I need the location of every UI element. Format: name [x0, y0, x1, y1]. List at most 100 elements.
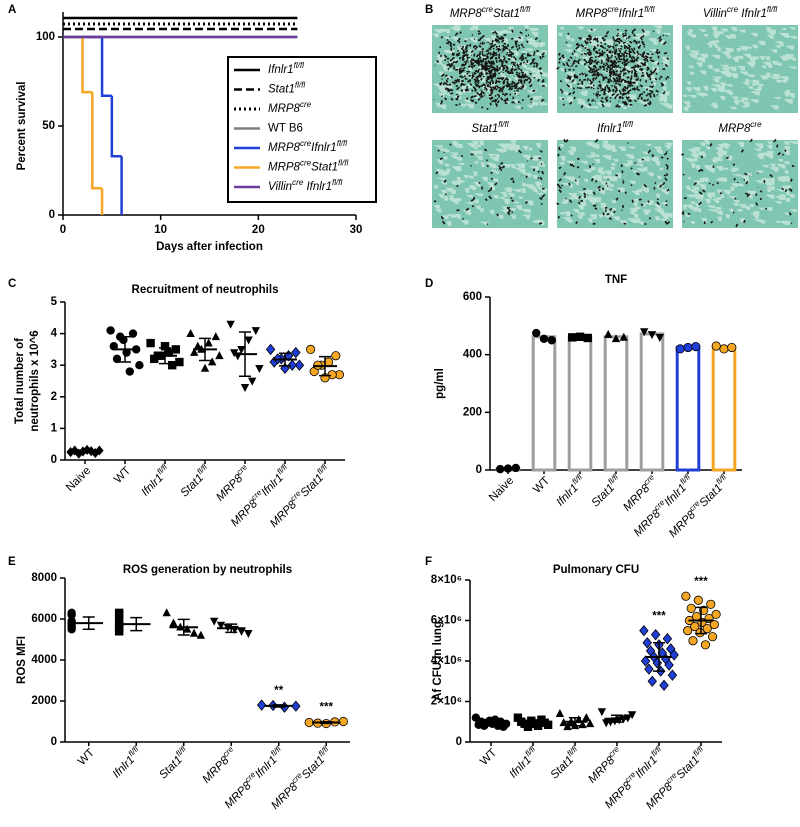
data-point [683, 626, 693, 636]
y-tick-label: 400 [463, 349, 482, 361]
chart-title: TNF [605, 274, 627, 286]
panel-letter: E [8, 556, 16, 568]
x-tick-label-part: Ifnlr1 [633, 754, 660, 781]
micrograph-label-part: Ifnlr1 [619, 8, 645, 20]
data-point [532, 328, 541, 338]
micrograph-label-sup: fl/fl [623, 120, 633, 129]
data-point [114, 627, 124, 636]
x-tick-label: WT [531, 475, 552, 496]
x-tick-label: MRP8cre [212, 462, 254, 504]
legend-label-sup: fl/fl [295, 80, 305, 89]
x-tick-label-part: MRP8 [586, 754, 618, 786]
x-tick-label: Ifnlr1fl/fl [552, 472, 588, 508]
micrograph-label-part: MRP8 [718, 123, 751, 135]
data-point [287, 359, 297, 371]
y-tick-label: 600 [463, 291, 482, 303]
data-point [291, 700, 301, 712]
data-point [334, 370, 345, 380]
x-tick-label-part: Stat1 [300, 754, 327, 781]
legend-label-sup: cre [292, 178, 304, 187]
y-axis-label: neutrophils x 10^6 [29, 330, 41, 431]
micrograph-label-sup: cre [607, 5, 619, 14]
legend-label-part: MRP8 [268, 103, 301, 115]
data-point [125, 367, 134, 376]
micrograph-label-sup: cre [727, 5, 739, 14]
data-point [647, 331, 657, 340]
x-tick-label: 30 [350, 224, 363, 236]
micrograph-label-sup: fl/fl [644, 5, 654, 14]
data-point [575, 332, 585, 341]
data-point [112, 354, 122, 364]
data-point [555, 709, 565, 718]
x-tick-label-part: Stat1 [590, 482, 617, 509]
data-point [251, 327, 260, 336]
panel-letter: D [425, 278, 433, 290]
x-tick-label: Stat1fl/fl [546, 744, 583, 781]
data-point [690, 621, 700, 632]
bar [675, 345, 701, 472]
legend-label: WT B6 [268, 123, 303, 135]
micrograph-label-part: Ifnlr1 [597, 123, 623, 135]
micrograph-label-part: MRP8 [450, 8, 483, 20]
x-tick-label-part: MRP8 [214, 472, 246, 504]
x-tick-label: Stat1fl/fl [155, 744, 192, 781]
x-tick-label: MRP8cre [198, 744, 240, 786]
significance-label: *** [320, 702, 334, 714]
data-point [719, 344, 729, 354]
legend-label-sup: fl/fl [337, 139, 347, 148]
x-tick-label: 20 [252, 224, 265, 236]
legend-label-part: MRP8 [268, 162, 301, 174]
survival-step [81, 37, 93, 94]
x-tick-label: 10 [154, 224, 167, 236]
x-axis-label: Days after infection [156, 241, 263, 253]
data-point [306, 344, 316, 354]
data-point [67, 625, 76, 634]
data-point [186, 328, 195, 337]
data-point [511, 463, 520, 473]
micrograph-label-part: Villin [703, 8, 727, 20]
data-point [683, 342, 693, 353]
x-tick-label: Stat1fl/fl [587, 472, 624, 509]
micrograph-label-part: MRP8 [575, 8, 608, 20]
fungal-hyphae [681, 138, 795, 228]
y-axis-label: pg/ml [434, 368, 446, 399]
data-point [135, 360, 144, 370]
legend-label-part: MRP8 [268, 142, 301, 154]
legend-label: Ifnlr1fl/fl [268, 61, 304, 76]
data-point [602, 719, 611, 728]
legend-label-part: Ifnlr1 [311, 142, 337, 154]
y-tick-label: 200 [463, 406, 482, 418]
x-tick-label: Stat1fl/fl [176, 462, 213, 499]
micrograph-label: Stat1fl/fl [471, 120, 508, 135]
data-point [662, 633, 673, 645]
micrograph-label-part: Stat1 [493, 8, 520, 20]
legend-label-part: Ifnlr1 [303, 181, 332, 193]
x-tick-label: Ifnlr1fl/fl [137, 462, 173, 498]
legend-label-sup: cre [300, 100, 312, 109]
x-tick-label-part: MRP8 [603, 780, 635, 812]
fungal-hyphae [556, 28, 670, 109]
bar [639, 332, 665, 472]
y-tick-label: 4×10⁶ [431, 655, 462, 667]
data-point [693, 595, 703, 605]
data-point [215, 351, 224, 360]
x-tick-label-part: MRP8 [201, 754, 233, 786]
data-point [611, 334, 621, 343]
tissue-texture [682, 140, 798, 225]
micrograph-label-sup: cre [482, 5, 494, 14]
chart-title: ROS generation by neutrophils [123, 564, 292, 576]
data-point [711, 609, 721, 620]
tissue-texture [557, 25, 673, 110]
micrograph-label: MRP8creStat1fl/fl [450, 5, 530, 20]
data-point [182, 624, 192, 633]
y-tick-label: 8×10⁶ [431, 574, 462, 586]
x-tick-label-part: MRP8 [667, 509, 699, 541]
survival-step [100, 37, 112, 97]
legend-label: MRP8creIfnlr1fl/fl [268, 139, 347, 154]
y-tick-label: 4 [51, 328, 58, 340]
micrograph-label: MRP8cre [718, 120, 762, 135]
data-point [240, 383, 250, 392]
data-point [727, 342, 737, 353]
x-tick-label-part: Ifnlr1 [253, 754, 280, 781]
x-tick-label-part: Ifnlr1 [111, 754, 138, 781]
